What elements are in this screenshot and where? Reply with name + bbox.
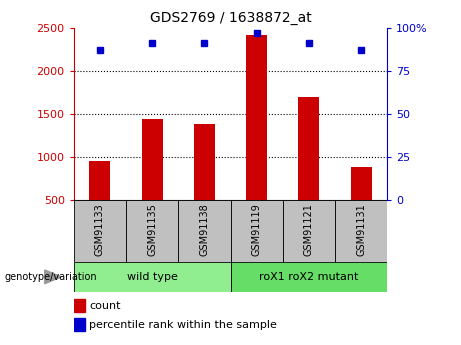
Bar — [230, 200, 283, 262]
Bar — [74, 299, 85, 312]
Bar — [351, 167, 372, 200]
Polygon shape — [45, 270, 61, 284]
Text: roX1 roX2 mutant: roX1 roX2 mutant — [259, 272, 359, 282]
Bar — [126, 200, 178, 262]
Bar — [74, 200, 126, 262]
Text: percentile rank within the sample: percentile rank within the sample — [89, 319, 277, 329]
Bar — [230, 262, 387, 292]
Text: GSM91131: GSM91131 — [356, 203, 366, 256]
Bar — [74, 262, 230, 292]
Bar — [74, 318, 85, 331]
Bar — [142, 119, 163, 200]
Text: GSM91121: GSM91121 — [304, 203, 314, 256]
Bar — [335, 200, 387, 262]
Text: count: count — [89, 300, 121, 310]
Text: GSM91119: GSM91119 — [252, 203, 262, 256]
Bar — [194, 124, 215, 200]
Title: GDS2769 / 1638872_at: GDS2769 / 1638872_at — [150, 11, 311, 25]
Text: wild type: wild type — [127, 272, 177, 282]
Bar — [283, 200, 335, 262]
Bar — [89, 161, 110, 200]
Text: genotype/variation: genotype/variation — [5, 272, 97, 282]
Text: GSM91133: GSM91133 — [95, 203, 105, 256]
Bar — [246, 34, 267, 200]
Text: GSM91135: GSM91135 — [147, 203, 157, 256]
Text: GSM91138: GSM91138 — [199, 203, 209, 256]
Bar — [298, 97, 319, 200]
Bar — [178, 200, 230, 262]
